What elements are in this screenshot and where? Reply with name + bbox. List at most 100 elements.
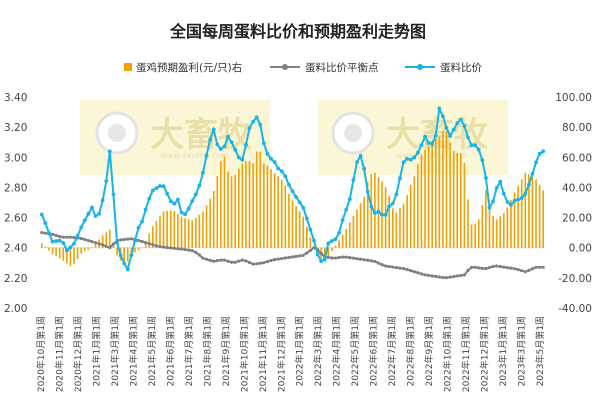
profit-bar xyxy=(227,171,229,248)
breakeven-point xyxy=(276,257,280,261)
profit-bar xyxy=(137,247,140,251)
profit-bar xyxy=(470,224,473,248)
profit-bar xyxy=(309,237,312,248)
right-tick-label: 100.00 xyxy=(555,92,592,104)
ratio-point xyxy=(54,239,59,243)
breakeven-point xyxy=(398,266,402,270)
profit-bar xyxy=(259,151,262,248)
profit-bar xyxy=(255,151,258,248)
ratio-point xyxy=(47,231,51,235)
breakeven-point xyxy=(351,256,355,260)
breakeven-point xyxy=(430,274,434,278)
ratio-point xyxy=(523,191,528,196)
x-tick-label: 2023年5月第1周 xyxy=(534,316,546,386)
breakeven-point xyxy=(230,260,234,264)
breakeven-point xyxy=(305,251,309,255)
breakeven-point xyxy=(258,261,262,265)
profit-bar xyxy=(485,190,487,248)
breakeven-point xyxy=(530,267,535,271)
ratio-point xyxy=(387,204,392,209)
breakeven-point xyxy=(147,242,151,246)
profit-bar xyxy=(40,243,43,248)
breakeven-point xyxy=(262,261,266,265)
left-tick-label: 2.40 xyxy=(4,243,27,255)
breakeven-point xyxy=(384,264,388,268)
ratio-point xyxy=(541,149,546,154)
ratio-point xyxy=(265,151,270,156)
breakeven-point xyxy=(212,259,216,263)
x-tick-label: 2022年7月第1周 xyxy=(386,316,398,386)
profit-bar xyxy=(334,245,337,248)
breakeven-point xyxy=(434,274,438,279)
profit-bar xyxy=(177,213,179,248)
profit-bar xyxy=(306,226,308,248)
breakeven-point xyxy=(269,258,273,263)
ratio-point xyxy=(294,195,298,199)
profit-bar xyxy=(538,184,541,248)
breakeven-point xyxy=(126,237,130,241)
ratio-point xyxy=(297,200,302,205)
breakeven-point xyxy=(337,255,341,260)
profit-bar xyxy=(83,247,86,252)
breakeven-point xyxy=(240,258,244,262)
ratio-point xyxy=(329,239,334,243)
ratio-point xyxy=(333,237,338,242)
breakeven-point xyxy=(280,256,284,261)
x-tick-label: 2023年1月第1周 xyxy=(497,316,509,386)
breakeven-point xyxy=(40,231,44,235)
ratio-point xyxy=(526,182,531,187)
profit-bar xyxy=(424,149,426,248)
profit-bar xyxy=(327,247,330,257)
ratio-point xyxy=(218,147,223,151)
profit-bar xyxy=(506,207,509,248)
breakeven-point xyxy=(369,259,373,263)
breakeven-point xyxy=(426,273,431,278)
x-tick-label: 2022年3月第1周 xyxy=(312,316,324,386)
watermark-right: 大畜牧 www.dxumu.com xyxy=(318,100,508,175)
profit-bar xyxy=(463,162,466,248)
profit-bar xyxy=(374,172,376,248)
ratio-point xyxy=(68,245,73,250)
ratio-point xyxy=(423,134,427,139)
x-tick-label: 2022年12月第1周 xyxy=(479,316,491,392)
breakeven-point xyxy=(101,243,105,247)
breakeven-point xyxy=(158,244,162,249)
profit-bar xyxy=(528,174,530,248)
breakeven-point xyxy=(505,266,509,270)
ratio-point xyxy=(50,239,55,244)
profit-bar xyxy=(194,218,197,248)
profit-bar xyxy=(252,163,254,248)
profit-bar xyxy=(209,198,211,248)
x-tick-label: 2021年9月第1周 xyxy=(220,316,232,386)
breakeven-point xyxy=(298,254,302,258)
x-tick-label: 2020年11月第1周 xyxy=(53,316,65,392)
profit-bar xyxy=(298,211,301,248)
profit-bar xyxy=(535,179,537,248)
breakeven-point xyxy=(165,246,169,250)
ratio-point xyxy=(140,219,144,224)
breakeven-point xyxy=(79,236,83,241)
breakeven-point xyxy=(58,234,62,239)
breakeven-point xyxy=(401,267,406,271)
ratio-point xyxy=(208,137,213,142)
ratio-point xyxy=(383,212,388,217)
ratio-point xyxy=(39,212,44,217)
profit-bar xyxy=(420,154,423,248)
breakeven-point xyxy=(495,264,499,268)
profit-bar xyxy=(302,216,305,248)
left-axis: 2.00 2.20 2.40 2.60 2.80 3.00 3.20 3.40 xyxy=(4,92,27,315)
breakeven-point xyxy=(108,246,112,250)
x-tick-label: 2021年10月第1周 xyxy=(238,316,250,392)
breakeven-point xyxy=(330,256,334,260)
ratio-point xyxy=(358,153,363,158)
breakeven-point xyxy=(423,273,427,277)
ratio-point xyxy=(426,141,431,145)
profit-bar xyxy=(438,136,441,248)
ratio-point xyxy=(448,134,452,138)
ratio-point xyxy=(150,188,155,193)
breakeven-point xyxy=(412,270,416,274)
ratio-point xyxy=(344,207,349,212)
ratio-point xyxy=(491,199,495,204)
right-axis: -40.00 -20.00 0.00 20.00 40.00 60.00 80.00 100.… xyxy=(555,92,592,315)
